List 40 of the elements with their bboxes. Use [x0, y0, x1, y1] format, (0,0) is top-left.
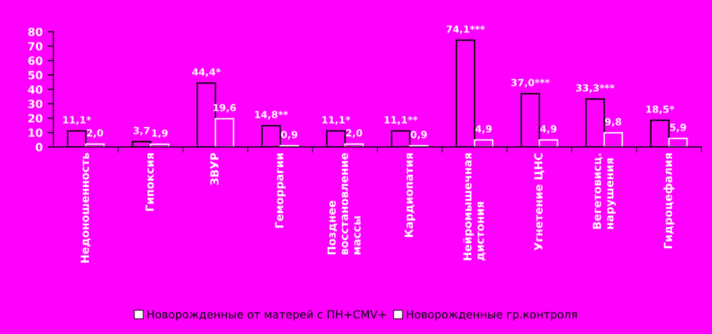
y-tick-label: 60: [28, 56, 42, 65]
data-label: 74,1***: [446, 25, 485, 34]
y-tick-label: 70: [28, 42, 42, 51]
y-tick-label: 50: [28, 70, 42, 80]
data-label: 0,9: [281, 130, 298, 140]
data-label: 2,0: [87, 129, 104, 138]
data-label: 4,9: [540, 125, 556, 134]
legend-label: Новорожденные гр.контроля: [406, 310, 577, 321]
data-label: 11,1*: [322, 116, 350, 125]
data-label: 11,1*: [63, 116, 92, 125]
data-label: 9,8: [605, 118, 622, 127]
y-tick-label: 0: [36, 142, 42, 152]
y-tick-label: 80: [28, 28, 42, 36]
x-tick-label: Вегетовисц. нарушения: [592, 154, 616, 229]
data-label: 44,4*: [192, 68, 221, 77]
data-label: 1,9: [152, 129, 168, 138]
y-tick-label: 30: [28, 100, 42, 108]
x-tick-label: ЗВУР: [210, 152, 219, 185]
x-tick-label: Угнетение ЦНС: [534, 153, 544, 250]
legend-label: Новорожденные от матерей с ПН+CMV+: [148, 310, 386, 321]
data-label: 33,3***: [576, 84, 614, 93]
data-label: 14,8**: [255, 110, 288, 120]
data-label: 37,0***: [511, 78, 550, 88]
data-label: 5,9: [670, 124, 686, 132]
x-tick-label: Гипоксия: [146, 153, 154, 211]
x-tick-label: Позднее восстановление массы: [327, 153, 361, 254]
x-tick-label: Гидроцефалия: [664, 153, 674, 248]
data-label: 18,5*: [646, 106, 674, 114]
x-tick-label: Геморрагии: [275, 153, 286, 228]
data-label: 2,0: [346, 129, 362, 138]
data-label: 0,9: [410, 130, 427, 140]
x-tick-label: Недоношенность: [80, 153, 90, 263]
data-label: 11,1**: [384, 116, 418, 125]
y-tick-label: 10: [28, 128, 42, 137]
data-label: 3,7: [134, 126, 150, 136]
x-tick-label: Нейромышечная дистония: [462, 153, 486, 261]
y-tick-label: 20: [28, 114, 42, 123]
y-tick-label: 40: [28, 85, 42, 94]
data-label: 4,9: [475, 125, 492, 134]
x-tick-label: Кардиопатия: [404, 153, 416, 237]
